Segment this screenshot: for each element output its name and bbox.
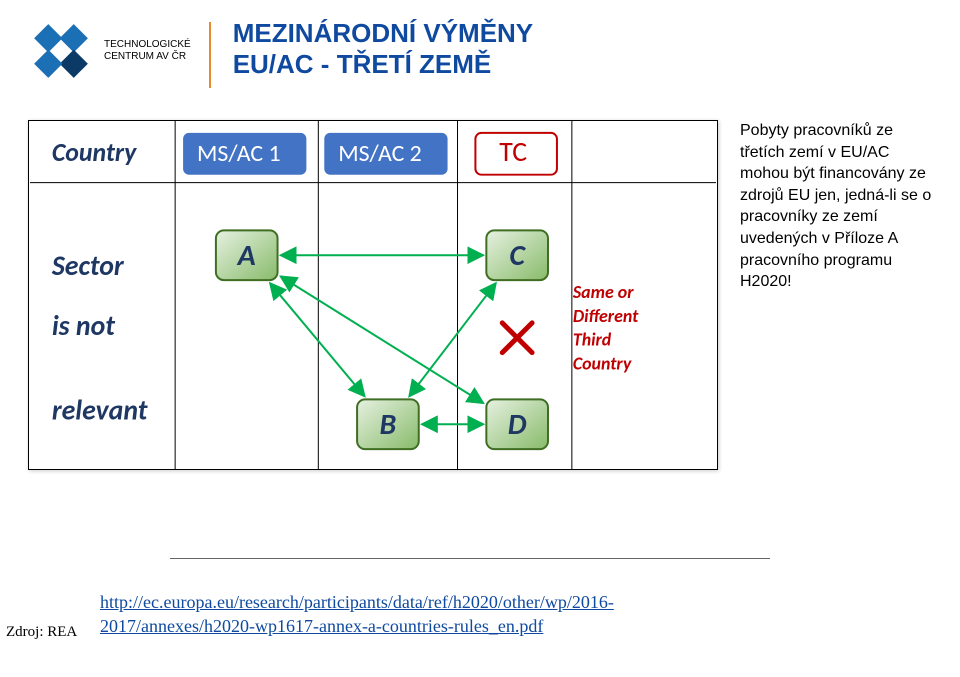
svg-text:Different: Different [573, 305, 639, 327]
page-title: MEZINÁRODNÍ VÝMĚNY EU/AC - TŘETÍ ZEMĚ [233, 18, 533, 80]
logo-line2: CENTRUM AV ČR [104, 51, 191, 63]
source-url[interactable]: http://ec.europa.eu/research/participant… [100, 590, 900, 639]
url-line2: 2017/annexes/h2020-wp1617-annex-a-countr… [100, 616, 543, 636]
logo-icon [28, 18, 94, 84]
logo: TECHNOLOGICKÉ CENTRUM AV ČR [28, 18, 191, 84]
header: TECHNOLOGICKÉ CENTRUM AV ČR MEZINÁRODNÍ … [0, 0, 960, 88]
svg-text:Same or: Same or [572, 281, 634, 303]
svg-text:TC: TC [499, 135, 527, 169]
svg-text:C: C [509, 238, 526, 274]
svg-text:Third: Third [573, 329, 612, 351]
divider [209, 22, 211, 88]
diagram: Country MS/AC 1 MS/AC 2 TC Sector is not relev… [28, 120, 718, 470]
title-line1: MEZINÁRODNÍ VÝMĚNY [233, 18, 533, 49]
svg-text:relevant: relevant [52, 393, 148, 427]
logo-text: TECHNOLOGICKÉ CENTRUM AV ČR [104, 39, 191, 63]
svg-text:Sector: Sector [51, 249, 125, 283]
logo-line1: TECHNOLOGICKÉ [104, 39, 191, 51]
svg-text:B: B [380, 407, 397, 443]
svg-text:Country: Country [573, 353, 632, 375]
title-line2: EU/AC - TŘETÍ ZEMĚ [233, 49, 533, 80]
footer-divider [170, 558, 770, 559]
diagram-container: Country MS/AC 1 MS/AC 2 TC Sector is not relev… [28, 120, 718, 475]
svg-text:MS/AC 1: MS/AC 1 [197, 139, 281, 168]
side-note: Pobyty pracovníků ze třetích zemí v EU/A… [740, 120, 940, 293]
svg-text:Country: Country [52, 136, 137, 168]
svg-text:is not: is not [52, 309, 115, 343]
svg-text:A: A [237, 238, 256, 274]
credit-label: Zdroj: REA [6, 624, 77, 641]
svg-text:D: D [508, 407, 527, 443]
svg-text:MS/AC 2: MS/AC 2 [338, 139, 422, 168]
url-line1: http://ec.europa.eu/research/participant… [100, 592, 614, 612]
